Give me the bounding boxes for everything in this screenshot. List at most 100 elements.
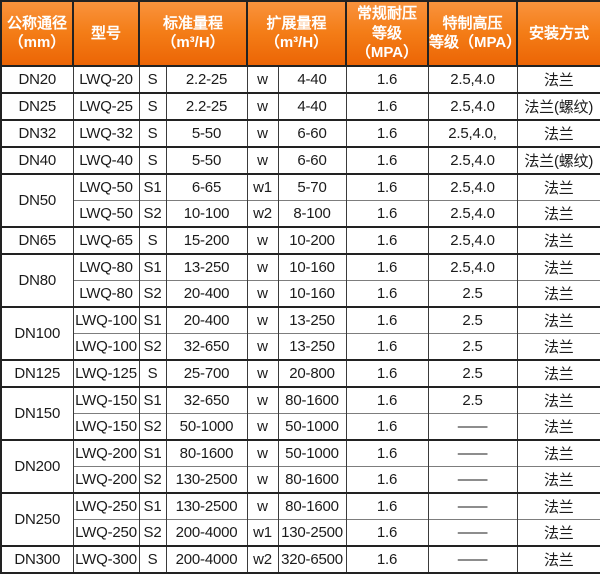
cell-pressure-high: 2.5,4.0 [427, 172, 518, 200]
cell-install-method: 法兰 [516, 438, 600, 466]
table-row: LWQ-250 S2 200-4000 w1 130-2500 1.6 —— 法兰 [1, 518, 600, 546]
cell-standard-code: S2 [138, 412, 167, 440]
cell-extended-range: 130-2500 [277, 518, 347, 546]
cell-extended-code: w [246, 252, 279, 280]
cell-extended-range: 10-200 [277, 225, 347, 254]
cell-standard-code: S2 [138, 279, 167, 307]
cell-standard-code: S1 [138, 385, 167, 413]
cell-extended-range: 6-60 [277, 145, 347, 174]
cell-extended-code: w [246, 145, 279, 174]
cell-standard-code: S [138, 64, 167, 93]
cell-nominal-diameter: DN100 [0, 305, 74, 360]
table-row: DN300 LWQ-300 S 200-4000 w2 320-6500 1.6 —— 法兰 [0, 544, 600, 573]
cell-extended-range: 8-100 [277, 199, 347, 227]
cell-pressure-high: 2.5,4.0 [427, 64, 518, 93]
cell-extended-range: 320-6500 [277, 544, 347, 573]
cell-model: LWQ-100 [72, 305, 140, 333]
cell-pressure-standard: 1.6 [345, 225, 429, 254]
cell-install-method: 法兰 [516, 225, 600, 254]
cell-standard-range: 5-50 [165, 118, 248, 147]
cell-extended-code: w [246, 279, 279, 307]
table-row: DN20 LWQ-20 S 2.2-25 w 4-40 1.6 2.5,4.0 法兰 [0, 64, 600, 93]
cell-model: LWQ-50 [72, 199, 140, 227]
cell-pressure-high: 2.5,4.0 [427, 91, 518, 120]
cell-nominal-diameter: DN50 [0, 172, 74, 227]
cell-pressure-high: 2.5,4.0 [427, 145, 518, 174]
cell-standard-code: S [138, 225, 167, 254]
cell-pressure-high: —— [427, 491, 518, 519]
cell-standard-code: S1 [138, 305, 167, 333]
cell-pressure-standard: 1.6 [345, 305, 429, 333]
cell-install-method: 法兰 [516, 172, 600, 200]
cell-model: LWQ-125 [72, 358, 140, 387]
table-row: DN80 LWQ-80 S1 13-250 w 10-160 1.6 2.5,4.0 法兰 [0, 252, 600, 307]
cell-model: LWQ-250 [72, 491, 140, 519]
table-row: LWQ-80 S2 20-400 w 10-160 1.6 2.5 法兰 [1, 279, 600, 307]
cell-extended-range: 10-160 [277, 279, 347, 307]
cell-pressure-standard: 1.6 [345, 64, 429, 93]
cell-extended-range: 10-160 [277, 252, 347, 280]
cell-install-method: 法兰 [516, 64, 600, 93]
header-nominal-diameter: 公称通径 （mm） [0, 0, 74, 67]
table-row: LWQ-50 S2 10-100 w2 8-100 1.6 2.5,4.0 法兰 [1, 199, 600, 227]
header-standard-range: 标准量程 （m³/H） [138, 0, 248, 67]
table-row: LWQ-150 S2 50-1000 w 50-1000 1.6 —— 法兰 [1, 412, 600, 440]
cell-standard-range: 130-2500 [165, 491, 248, 519]
cell-install-method: 法兰 [516, 412, 600, 440]
cell-pressure-high: —— [427, 465, 518, 493]
cell-extended-code: w [246, 118, 279, 147]
table-row: DN125 LWQ-125 S 25-700 w 20-800 1.6 2.5 法兰 [0, 358, 600, 387]
header-model: 型号 [72, 0, 140, 67]
cell-install-method: 法兰(螺纹) [516, 145, 600, 174]
cell-extended-range: 13-250 [277, 305, 347, 333]
cell-install-method: 法兰 [516, 279, 600, 307]
cell-install-method: 法兰 [516, 199, 600, 227]
cell-standard-code: S2 [138, 332, 167, 360]
cell-extended-code: w1 [246, 518, 279, 546]
cell-standard-range: 200-4000 [165, 518, 248, 546]
table-row: DN32 LWQ-32 S 5-50 w 6-60 1.6 2.5,4.0, 法兰 [0, 118, 600, 147]
cell-model: LWQ-65 [72, 225, 140, 254]
cell-extended-range: 6-60 [277, 118, 347, 147]
table-header: 公称通径 （mm） 型号 标准量程 （m³/H） 扩展量程 （m³/H） 常规耐… [0, 0, 600, 67]
cell-extended-code: w [246, 491, 279, 519]
cell-extended-code: w1 [246, 172, 279, 200]
table-row: DN65 LWQ-65 S 15-200 w 10-200 1.6 2.5,4.0 法兰 [0, 225, 600, 254]
cell-extended-range: 4-40 [277, 91, 347, 120]
cell-extended-range: 5-70 [277, 172, 347, 200]
cell-extended-code: w2 [246, 544, 279, 573]
cell-nominal-diameter: DN125 [0, 358, 74, 387]
cell-extended-code: w [246, 412, 279, 440]
cell-model: LWQ-32 [72, 118, 140, 147]
table-row: DN40 LWQ-40 S 5-50 w 6-60 1.6 2.5,4.0 法兰(螺纹) [0, 145, 600, 174]
cell-extended-range: 13-250 [277, 332, 347, 360]
cell-pressure-high: 2.5,4.0 [427, 252, 518, 280]
cell-pressure-high: 2.5 [427, 279, 518, 307]
header-pressure-standard: 常规耐压 等级（MPA） [345, 0, 429, 67]
cell-extended-code: w [246, 332, 279, 360]
cell-standard-range: 6-65 [165, 172, 248, 200]
cell-pressure-standard: 1.6 [345, 465, 429, 493]
cell-standard-range: 20-400 [165, 279, 248, 307]
cell-model: LWQ-100 [72, 332, 140, 360]
cell-extended-range: 80-1600 [277, 385, 347, 413]
cell-pressure-high: 2.5,4.0 [427, 225, 518, 254]
cell-model: LWQ-80 [72, 252, 140, 280]
cell-standard-code: S1 [138, 438, 167, 466]
cell-install-method: 法兰 [516, 465, 600, 493]
cell-pressure-standard: 1.6 [345, 438, 429, 466]
cell-model: LWQ-250 [72, 518, 140, 546]
cell-standard-range: 32-650 [165, 385, 248, 413]
cell-standard-range: 2.2-25 [165, 64, 248, 93]
cell-standard-range: 5-50 [165, 145, 248, 174]
table-row: LWQ-100 S2 32-650 w 13-250 1.6 2.5 法兰 [1, 332, 600, 360]
cell-standard-code: S [138, 91, 167, 120]
cell-standard-range: 25-700 [165, 358, 248, 387]
cell-pressure-high: 2.5,4.0, [427, 118, 518, 147]
header-pressure-high: 特制高压 等级（MPA） [427, 0, 521, 67]
cell-install-method: 法兰 [516, 252, 600, 280]
cell-standard-code: S [138, 544, 167, 573]
cell-nominal-diameter: DN40 [0, 145, 74, 174]
cell-nominal-diameter: DN150 [0, 385, 74, 440]
cell-install-method: 法兰 [516, 118, 600, 147]
